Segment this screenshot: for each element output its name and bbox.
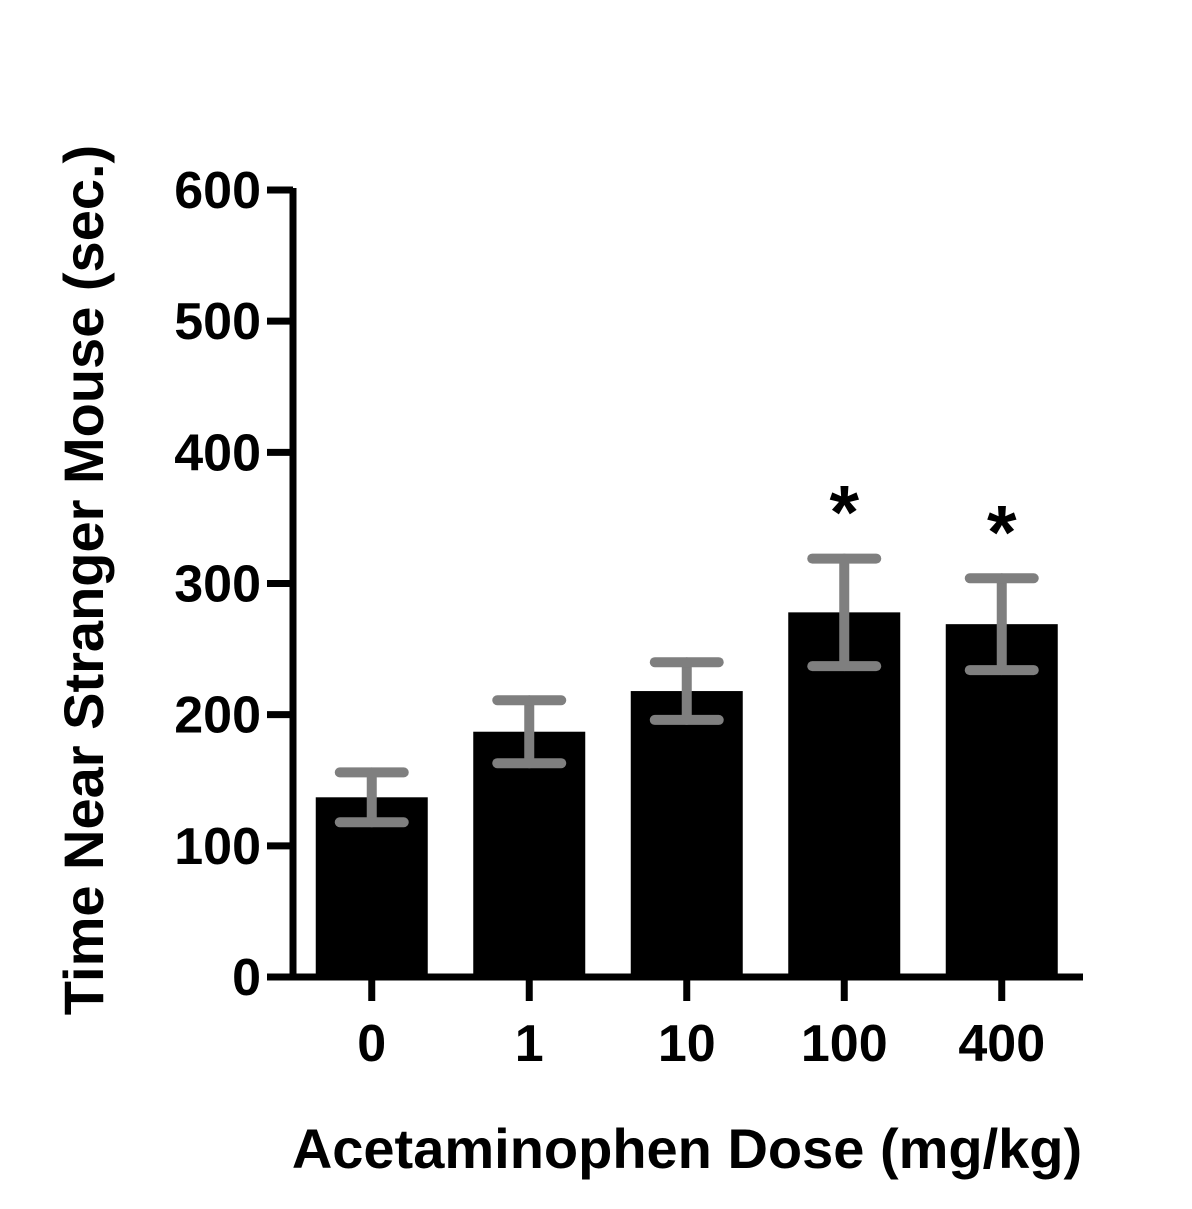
error-bar-400 [964,573,1039,676]
bars [315,612,1058,977]
error-bar-1 [492,695,567,769]
y-tick-label: 600 [174,162,261,220]
x-tick-label: 100 [801,1015,888,1073]
x-axis-title: Acetaminophen Dose (mg/kg) [292,1117,1082,1180]
error-bar-100 [807,553,882,672]
significance-asterisk: * [987,490,1017,575]
significance-marks: * * [829,471,1017,576]
x-tick-label: 10 [658,1015,716,1073]
bar-0 [315,797,428,977]
x-tick-label: 1 [515,1015,544,1073]
y-tick-label: 400 [174,424,261,482]
y-axis: 0 100 200 300 400 500 600 [174,162,297,1007]
x-tick-label: 400 [958,1015,1045,1073]
error-bars [334,553,1039,828]
significance-asterisk: * [829,471,859,556]
y-tick-label: 100 [174,818,261,876]
bar-10 [630,691,743,977]
y-tick-label: 200 [174,687,261,745]
bar-1 [473,731,586,977]
error-bar-0 [334,767,409,828]
y-tick-label: 500 [174,293,261,351]
error-bar-10 [649,657,724,725]
x-tick-label: 0 [357,1015,386,1073]
y-tick-label: 0 [232,949,261,1007]
bar-100 [788,612,901,977]
bar-400 [945,624,1058,977]
y-tick-label: 300 [174,556,261,614]
x-axis: 0 1 10 100 400 [290,973,1083,1073]
y-axis-title: Time Near Stranger Mouse (sec.) [52,145,115,1015]
